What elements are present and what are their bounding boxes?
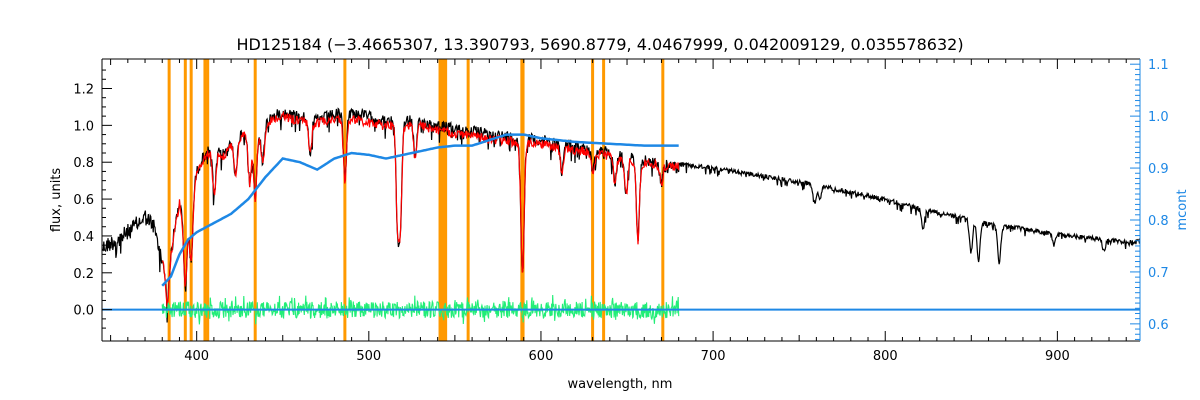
- y2-tick-label: 1.0: [1148, 110, 1169, 125]
- y2-tick-label: 0.7: [1148, 266, 1169, 281]
- y-axis-label: flux, units: [49, 168, 64, 233]
- x-tick-label: 400: [184, 349, 209, 364]
- y2-tick-label: 0.8: [1148, 214, 1169, 229]
- y-tick-label: 0.2: [73, 267, 94, 282]
- y-tick-label: 0.6: [73, 193, 94, 208]
- y-tick-label: 1.0: [73, 119, 94, 134]
- x-tick-label: 700: [701, 349, 726, 364]
- x-tick-label: 800: [873, 349, 898, 364]
- chart-marks: 400 500 600 700 800 900 0.0 0.2 0.4 0.6 0.8 1.0 1.2 0…: [73, 58, 1168, 364]
- y2-tick-label: 1.1: [1148, 58, 1169, 73]
- x-tick-label: 500: [356, 349, 381, 364]
- y2-tick-label: 0.6: [1148, 318, 1169, 333]
- y-tick-label: 1.2: [73, 82, 94, 97]
- x-tick-label: 600: [529, 349, 554, 364]
- x-tick-label: 900: [1045, 349, 1070, 364]
- chart-title: HD125184 (−3.4665307, 13.390793, 5690.87…: [236, 35, 963, 54]
- y2-tick-label: 0.9: [1148, 162, 1169, 177]
- y-tick-label: 0.4: [73, 230, 94, 245]
- x-axis-label: wavelength, nm: [568, 377, 673, 392]
- y2-axis-label: mcont: [1175, 189, 1190, 230]
- y-tick-label: 0.0: [73, 304, 94, 319]
- series-model-spectrum: [161, 110, 680, 308]
- series-continuum: [161, 133, 679, 287]
- y-tick-label: 0.8: [73, 156, 94, 171]
- mask-band-0: [438, 59, 448, 341]
